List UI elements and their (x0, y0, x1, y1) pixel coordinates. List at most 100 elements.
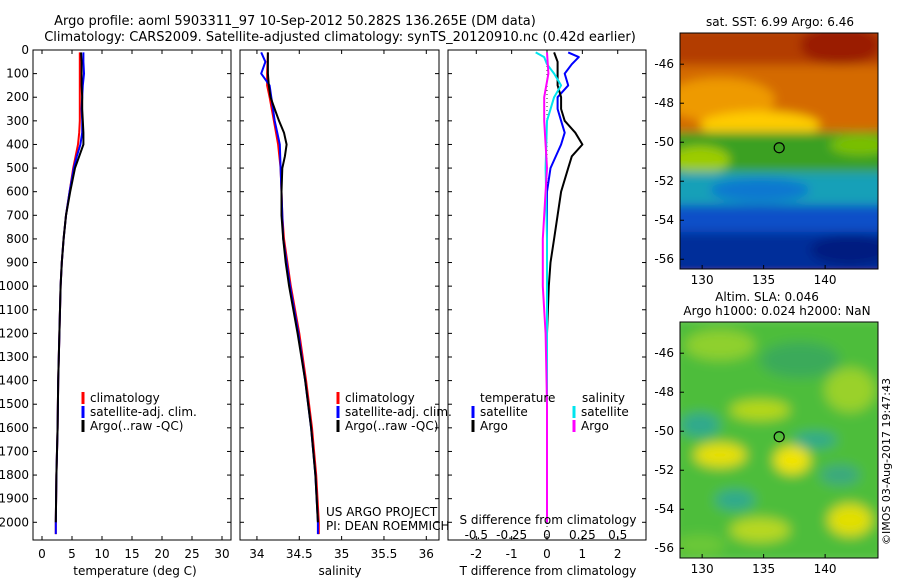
depth-tick-label: 700 (6, 208, 29, 222)
salinity-panel: 34 34.5 35 35.5 36 salinity climatology sate… (239, 49, 452, 578)
sla-map: Altim. SLA: 0.046 Argo h1000: 0.024 h200… (654, 290, 879, 576)
x-tick-label: 2 (614, 547, 622, 561)
sst-map-title: sat. SST: 6.99 Argo: 6.46 (706, 15, 854, 29)
sla-map-title: Altim. SLA: 0.046 (715, 290, 819, 304)
project-annotation: US ARGO PROJECT (326, 505, 438, 519)
legend-climatology-label: climatology (345, 391, 415, 405)
difference-panel: -2 -1 0 1 2-0.5 -0.25 0 0.25 0.5 S difference fr… (447, 49, 647, 578)
legend-satellite-label: satellite-adj. clim. (345, 405, 452, 419)
sla-field (680, 322, 878, 558)
map-lon-label: 135 (752, 562, 775, 576)
t-difference-xlabel: T difference from climatology (459, 564, 637, 578)
sla-map-axis: 130 135 140 -46 -48 -50 -52 -54 -56 (654, 346, 836, 576)
x-tick-label: 30 (214, 547, 229, 561)
depth-tick-label: 1800 (0, 468, 29, 482)
x-tick-label: -1 (506, 547, 518, 561)
figure-title-line2: Climatology: CARS2009. Satellite-adjuste… (44, 30, 636, 45)
legend-argo-label: Argo(..raw -QC) (90, 419, 183, 433)
depth-tick-label: 1200 (0, 326, 29, 340)
temperature-xlabel: temperature (deg C) (73, 564, 196, 578)
sla-map-subtitle: Argo h1000: 0.024 h2000: NaN (683, 304, 870, 318)
difference-lines (535, 50, 584, 540)
temperature-lines (54, 52, 85, 535)
legend-temperature-heading: temperature (480, 391, 555, 405)
map-lat-label: -56 (654, 252, 674, 266)
legend-argo-label: Argo(..raw -QC) (345, 419, 438, 433)
x-tick-label: 36 (419, 547, 434, 561)
x-tick-label: 0 (543, 547, 551, 561)
map-lon-label: 135 (752, 273, 775, 287)
depth-tick-label: 100 (6, 67, 29, 81)
map-lat-label: -54 (654, 213, 674, 227)
x-tick-label: 1 (579, 547, 587, 561)
depth-tick-label: 0 (21, 43, 29, 57)
series-line-argo-raw-qc (54, 52, 85, 523)
map-lat-label: -46 (654, 346, 674, 360)
depth-tick-label: 600 (6, 185, 29, 199)
depth-tick-label: 500 (6, 161, 29, 175)
salinity-legend: climatology satellite-adj. clim. Argo(..… (336, 391, 452, 433)
depth-tick-label: 1000 (0, 279, 29, 293)
map-lat-label: -48 (654, 385, 674, 399)
map-lat-label: -52 (654, 463, 674, 477)
sst-map-axis: 130 135 140 -46 -48 -50 -52 -54 -56 (654, 57, 836, 287)
x-tick-label: 20 (154, 547, 169, 561)
map-lon-label: 130 (691, 273, 714, 287)
series-line-temperature-satellite (546, 51, 580, 523)
map-lon-label: 130 (691, 562, 714, 576)
x-tick-label: 35 (334, 547, 349, 561)
map-lat-label: -48 (654, 96, 674, 110)
x-tick-label: 34 (249, 547, 264, 561)
legend-salinity-heading: salinity (582, 391, 625, 405)
map-lon-label: 140 (814, 562, 837, 576)
depth-tick-label: 400 (6, 137, 29, 151)
x-tick-label: 35.5 (371, 547, 398, 561)
legend-s-argo-label: Argo (581, 419, 609, 433)
series-line-argo-raw-qc (266, 52, 319, 523)
x-tick-label: 15 (124, 547, 139, 561)
x-tick-label: 0 (38, 547, 46, 561)
depth-tick-label: 300 (6, 114, 29, 128)
depth-tick-label: 1700 (0, 444, 29, 458)
temperature-legend: climatology satellite-adj. clim. Argo(..… (81, 391, 197, 433)
s-tick-label: -0.5 (465, 528, 488, 542)
temperature-axis: 0100200300400500600700800900100011001200… (0, 43, 231, 561)
depth-tick-label: 900 (6, 256, 29, 270)
depth-tick-label: 200 (6, 90, 29, 104)
depth-tick-label: 1400 (0, 374, 29, 388)
figure-title-line1: Argo profile: aoml 5903311_97 10-Sep-201… (54, 14, 536, 29)
map-lat-label: -54 (654, 502, 674, 516)
depth-tick-label: 1900 (0, 492, 29, 506)
map-lat-label: -46 (654, 57, 674, 71)
s-difference-label: S difference from climatology (460, 513, 637, 527)
temperature-frame (32, 49, 232, 541)
depth-tick-label: 800 (6, 232, 29, 246)
sst-map: sat. SST: 6.99 Argo: 6.46 130 135 140 -46 -4… (654, 15, 879, 287)
s-tick-label: -0.25 (496, 528, 527, 542)
depth-tick-label: 1300 (0, 350, 29, 364)
legend-climatology-label: climatology (90, 391, 160, 405)
depth-tick-label: 1600 (0, 421, 29, 435)
argo-float-marker (773, 142, 785, 154)
sla-map-frame (679, 321, 879, 559)
s-tick-label: 0.5 (608, 528, 627, 542)
salinity-axis: 34 34.5 35 35.5 36 (240, 49, 439, 561)
legend-satellite-label: satellite-adj. clim. (90, 405, 197, 419)
series-line-climatology (54, 52, 81, 535)
x-tick-label: 10 (94, 547, 109, 561)
salinity-frame (239, 49, 440, 541)
depth-tick-label: 1500 (0, 397, 29, 411)
depth-tick-label: 2000 (0, 515, 29, 529)
temperature-panel: 0100200300400500600700800900100011001200… (0, 43, 232, 578)
map-lat-label: -56 (654, 541, 674, 555)
salinity-xlabel: salinity (318, 564, 361, 578)
difference-legend: temperature salinity satellite Argo sate… (471, 391, 629, 433)
pi-annotation: PI: DEAN ROEMMICH (326, 519, 449, 533)
x-tick-label: -2 (470, 547, 482, 561)
legend-t-argo-label: Argo (480, 419, 508, 433)
x-tick-label: 25 (184, 547, 199, 561)
series-line-salinity-argo (541, 52, 550, 523)
legend-t-satellite-label: satellite (480, 405, 528, 419)
salinity-lines (260, 51, 320, 535)
